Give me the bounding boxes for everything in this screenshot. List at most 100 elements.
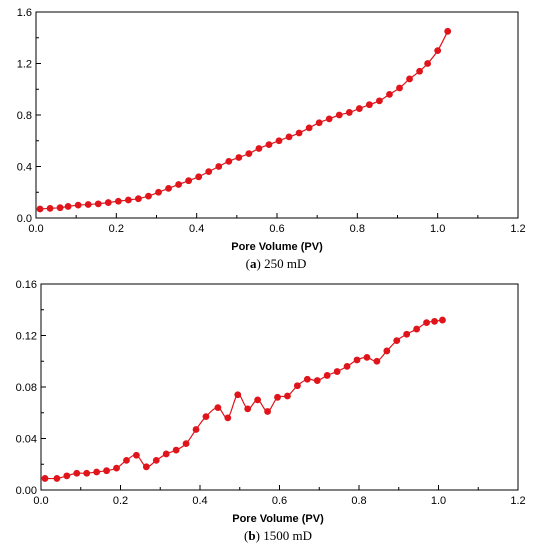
chart-a-caption-tag: a bbox=[250, 256, 257, 271]
x-tick-label: 0.2 bbox=[113, 495, 128, 507]
data-point bbox=[305, 124, 313, 132]
data-point bbox=[254, 396, 262, 404]
data-point bbox=[41, 475, 49, 482]
data-point bbox=[202, 413, 210, 421]
data-point bbox=[295, 129, 303, 137]
chart-b-series-line bbox=[44, 319, 443, 480]
data-point bbox=[313, 377, 321, 384]
data-point bbox=[84, 201, 92, 208]
chart-a-data-points bbox=[36, 27, 452, 213]
chart-b-caption-text: 1500 mD bbox=[263, 528, 312, 543]
data-point bbox=[133, 451, 140, 459]
data-point bbox=[323, 372, 331, 379]
x-tick-label: 1.2 bbox=[510, 495, 525, 507]
data-point bbox=[345, 109, 353, 116]
data-point bbox=[373, 357, 381, 365]
data-point bbox=[355, 105, 363, 112]
data-point bbox=[255, 145, 263, 152]
data-point bbox=[376, 97, 383, 105]
data-point bbox=[406, 75, 413, 83]
chart-b-caption-tag: b bbox=[248, 528, 255, 543]
data-point bbox=[172, 446, 180, 454]
data-point bbox=[245, 150, 253, 158]
data-point bbox=[386, 91, 393, 98]
x-tick-label: 0.8 bbox=[351, 495, 366, 507]
data-point bbox=[403, 330, 411, 338]
x-tick-label: 0.4 bbox=[189, 223, 204, 235]
data-point bbox=[124, 196, 132, 204]
data-point bbox=[155, 188, 162, 196]
data-point bbox=[135, 195, 142, 203]
y-tick-label: 1.2 bbox=[17, 59, 32, 71]
data-point bbox=[363, 353, 371, 361]
x-tick-label: 0.2 bbox=[109, 223, 124, 235]
data-point bbox=[444, 27, 452, 35]
data-point bbox=[185, 177, 193, 185]
data-point bbox=[333, 368, 341, 375]
chart-a: 0.0 0.2 0.4 0.6 0.8 1.0 1.2 0.0 0.4 0.8 1.2 1.6 Por… bbox=[17, 7, 526, 271]
data-point bbox=[205, 168, 213, 176]
data-point bbox=[265, 141, 273, 149]
chart-a-caption-text: 250 mD bbox=[264, 256, 306, 271]
data-point bbox=[145, 192, 152, 200]
chart-b-axes: 0.0 0.2 0.4 0.6 0.8 1.0 1.2 0.00 0.04 0.08 0.12 0.1… bbox=[16, 279, 526, 507]
data-point bbox=[123, 456, 130, 464]
x-tick-label: 1.0 bbox=[430, 223, 445, 235]
data-point bbox=[192, 426, 200, 433]
chart-a-series-line bbox=[39, 31, 449, 210]
data-point bbox=[235, 154, 243, 161]
data-point bbox=[162, 450, 170, 458]
data-point bbox=[293, 382, 301, 390]
data-point bbox=[315, 119, 323, 127]
x-tick-label: 0.8 bbox=[350, 223, 365, 235]
chart-a-caption: (a) 250 mD bbox=[246, 256, 307, 271]
chart-b-plot-area bbox=[40, 283, 519, 491]
chart-b-x-axis-label: Pore Volume (PV) bbox=[232, 513, 324, 525]
data-point bbox=[195, 173, 203, 181]
data-point bbox=[215, 163, 223, 170]
data-point bbox=[56, 204, 64, 212]
y-tick-label: 0.00 bbox=[16, 485, 37, 497]
data-point bbox=[152, 456, 160, 464]
data-point bbox=[165, 184, 172, 192]
y-tick-label: 0.0 bbox=[17, 213, 32, 225]
data-point bbox=[182, 440, 190, 448]
data-point bbox=[73, 469, 81, 477]
y-tick-label: 1.6 bbox=[17, 7, 32, 19]
data-point bbox=[114, 197, 122, 205]
data-point bbox=[416, 67, 423, 75]
data-point bbox=[113, 464, 120, 472]
data-point bbox=[83, 469, 91, 477]
data-point bbox=[94, 200, 102, 208]
y-tick-label: 0.8 bbox=[17, 110, 32, 122]
y-tick-label: 0.16 bbox=[16, 279, 37, 291]
data-point bbox=[225, 157, 233, 165]
y-tick-label: 0.04 bbox=[16, 434, 37, 446]
data-point bbox=[325, 115, 333, 123]
chart-b-data-points bbox=[41, 316, 446, 482]
data-point bbox=[284, 392, 291, 400]
data-point bbox=[63, 472, 71, 480]
chart-b: 0.0 0.2 0.4 0.6 0.8 1.0 1.2 0.00 0.04 0.08 0.12 0.1… bbox=[16, 279, 526, 543]
x-tick-label: 0.6 bbox=[272, 495, 287, 507]
data-point bbox=[275, 137, 283, 145]
data-point bbox=[142, 463, 150, 471]
data-point bbox=[413, 325, 421, 333]
data-point bbox=[343, 363, 351, 370]
chart-a-x-axis-label: Pore Volume (PV) bbox=[231, 241, 323, 253]
data-point bbox=[214, 404, 222, 411]
data-point bbox=[46, 204, 54, 212]
data-point bbox=[439, 316, 446, 324]
x-tick-label: 0.6 bbox=[269, 223, 284, 235]
data-point bbox=[103, 467, 110, 475]
data-point bbox=[36, 205, 44, 213]
x-tick-label: 0.0 bbox=[33, 495, 48, 507]
data-point bbox=[224, 414, 232, 422]
data-point bbox=[274, 393, 281, 401]
data-point bbox=[353, 356, 361, 364]
data-point bbox=[365, 101, 373, 109]
chart-b-caption: (b) 1500 mD bbox=[244, 528, 312, 543]
data-point bbox=[396, 84, 403, 92]
data-point bbox=[64, 203, 72, 210]
